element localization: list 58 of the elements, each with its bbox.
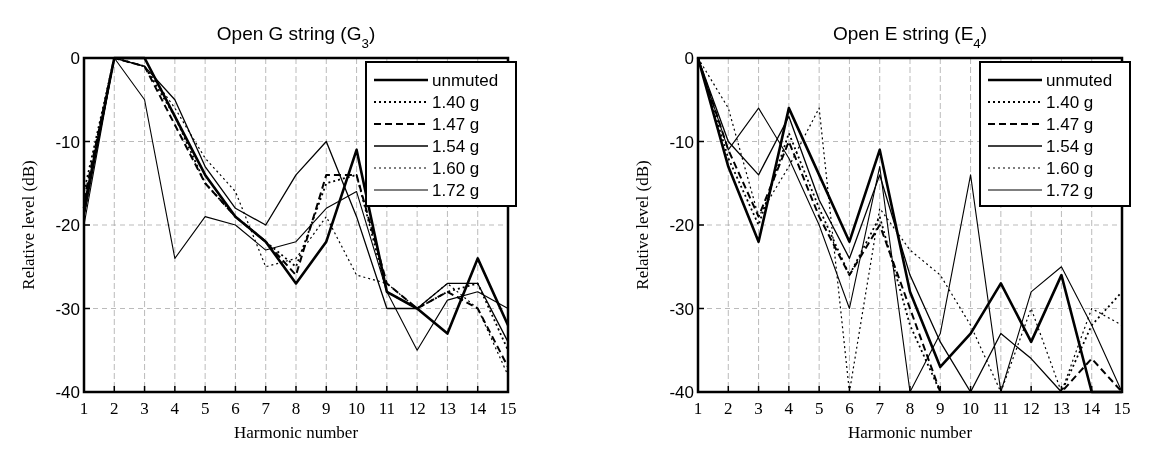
y-tick-label: -20 — [55, 216, 80, 235]
x-tick-label: 7 — [875, 399, 885, 418]
x-tick-label: 5 — [814, 399, 824, 418]
legend-label: 1.54 g — [432, 137, 480, 156]
legend-label: 1.40 g — [1046, 93, 1094, 112]
x-tick-label: 9 — [322, 399, 331, 418]
legend-label: 1.40 g — [432, 93, 480, 112]
legend-label: 1.60 g — [432, 159, 480, 178]
x-tick-label: 12 — [1022, 399, 1040, 418]
x-tick-label: 6 — [845, 399, 854, 418]
legend-label: 1.60 g — [1046, 159, 1094, 178]
legend-label: unmuted — [432, 71, 499, 90]
x-tick-label: 7 — [261, 399, 271, 418]
y-axis-title: Relative level (dB) — [633, 160, 652, 290]
y-tick-label: 0 — [70, 49, 80, 68]
x-tick-label: 8 — [905, 399, 915, 418]
x-tick-label: 10 — [348, 399, 366, 418]
legend-label: unmuted — [1046, 71, 1113, 90]
y-tick-label: -10 — [669, 132, 694, 152]
x-tick-label: 1 — [693, 399, 703, 418]
legend-label: 1.47 g — [1046, 115, 1094, 134]
x-tick-label: 11 — [378, 399, 396, 418]
legend-label: 1.72 g — [432, 181, 480, 200]
x-tick-label: 2 — [724, 399, 733, 418]
x-tick-label: 11 — [992, 399, 1010, 418]
x-tick-label: 13 — [1052, 399, 1070, 418]
x-tick-label: 15 — [1113, 399, 1131, 418]
y-tick-label: -40 — [55, 383, 80, 402]
x-tick-label: 2 — [110, 399, 119, 418]
x-axis-title: Harmonic number — [847, 423, 973, 442]
y-tick-label: -10 — [55, 132, 80, 152]
x-axis-title: Harmonic number — [233, 423, 359, 442]
y-tick-label: -30 — [669, 299, 694, 319]
x-tick-label: 5 — [200, 399, 210, 418]
x-tick-label: 13 — [438, 399, 456, 418]
legend-label: 1.47 g — [432, 115, 480, 134]
x-tick-label: 14 — [1083, 399, 1101, 418]
y-tick-label: 0 — [684, 49, 694, 68]
x-tick-label: 3 — [140, 399, 149, 418]
legend-label: 1.72 g — [1046, 181, 1094, 200]
y-tick-label: -20 — [669, 216, 694, 235]
x-tick-label: 10 — [962, 399, 980, 418]
legend-label: 1.54 g — [1046, 137, 1094, 156]
x-tick-label: 1 — [79, 399, 89, 418]
chart-title: Open E string (E$_{4}$) — [832, 23, 988, 51]
y-tick-label: -40 — [669, 383, 694, 402]
x-tick-label: 4 — [170, 399, 180, 418]
x-tick-label: 6 — [231, 399, 240, 418]
x-tick-label: 8 — [291, 399, 301, 418]
x-tick-label: 12 — [408, 399, 426, 418]
x-tick-label: 3 — [754, 399, 763, 418]
y-axis-title: Relative level (dB) — [19, 160, 38, 290]
x-tick-label: 15 — [499, 399, 517, 418]
chart-title: Open G string (G$_{3}$) — [216, 23, 376, 51]
x-tick-label: 14 — [469, 399, 487, 418]
x-tick-label: 4 — [784, 399, 794, 418]
x-tick-label: 9 — [936, 399, 945, 418]
y-tick-label: -30 — [55, 299, 80, 319]
